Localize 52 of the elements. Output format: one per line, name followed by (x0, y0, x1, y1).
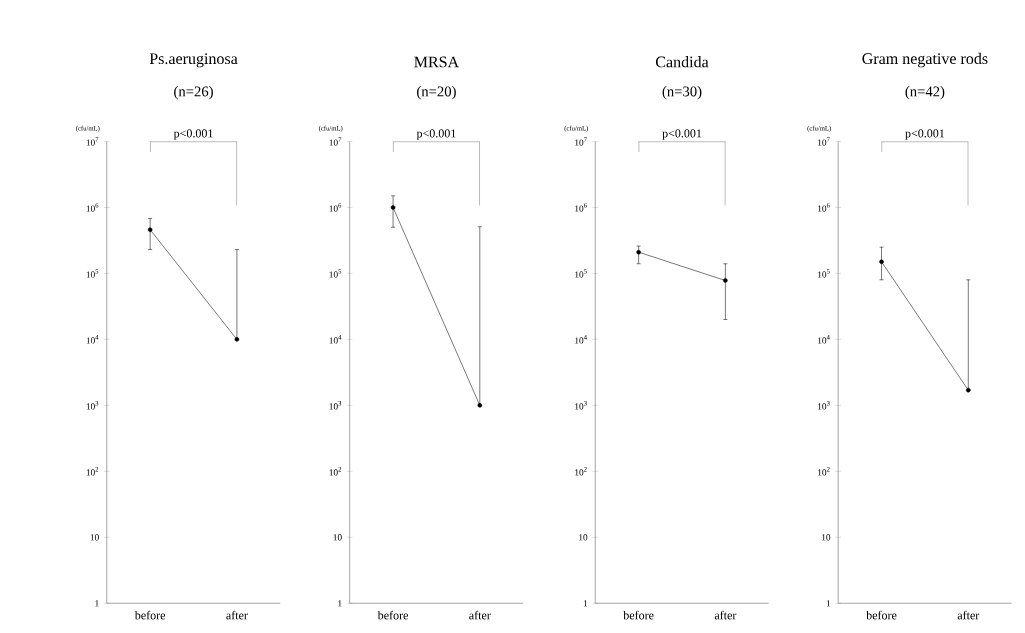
y-tick-label: 1 (338, 600, 342, 607)
y-tick-label: 1 (95, 600, 99, 607)
y-tick-label: 1 (826, 600, 831, 607)
chart-subtitle: (n=26) (174, 86, 213, 100)
x-tick-label: before (134, 611, 166, 620)
chart-title: MRSA (414, 56, 460, 68)
y-tick-label: 10$^{3}$ (86, 401, 99, 410)
text: p<0.001 (905, 129, 945, 141)
x-tick-label: before (623, 611, 654, 620)
y-tick-label: 10$^{2}$ (818, 467, 830, 476)
y-tick-label: 10$^{7}$ (818, 137, 830, 146)
y-tick-label: 10 (822, 534, 831, 541)
x-tick-label: after (226, 611, 248, 620)
y-tick-label: 10$^{4}$ (818, 335, 830, 344)
x-tick-label: before (866, 611, 897, 620)
y-tick-label: 10$^{6}$ (329, 203, 342, 212)
text: p<0.001 (416, 129, 456, 141)
y-tick-label: 10$^{5}$ (86, 269, 99, 278)
y-tick-label: 10$^{7}$ (575, 137, 587, 146)
y-tick-label: 10 (90, 534, 99, 541)
y-tick-label: 10$^{3}$ (575, 401, 587, 410)
x-tick-label: after (957, 611, 980, 620)
y-tick-label: 10 (333, 534, 342, 541)
text: p<0.001 (662, 129, 702, 141)
chart-title: Gram negative rods (862, 52, 988, 68)
chart-subtitle: (n=20) (417, 86, 456, 100)
y-tick-label: 10$^{6}$ (818, 203, 830, 212)
chart-subtitle: (n=42) (905, 86, 945, 100)
y-tick-label: 10$^{7}$ (329, 137, 342, 146)
y-tick-label: 10$^{5}$ (329, 269, 342, 278)
y-tick-label: 10 (579, 534, 588, 541)
y-tick-label: 10$^{2}$ (329, 467, 342, 476)
y-tick-label: 10$^{2}$ (86, 467, 99, 476)
text: p<0.001 (173, 129, 213, 141)
y-tick-label: 10$^{2}$ (575, 467, 587, 476)
y-tick-label: 10$^{4}$ (575, 335, 587, 344)
x-tick-label: before (377, 611, 408, 620)
chart-subtitle: (n=30) (662, 86, 702, 100)
x-tick-label: after (469, 611, 491, 620)
chart-title: Candida (655, 56, 709, 68)
x-tick-label: after (714, 611, 737, 620)
chart-title: Ps.aeruginosa (149, 53, 238, 68)
y-tick-label: 10$^{4}$ (86, 335, 99, 344)
y-tick-label: 10$^{3}$ (329, 401, 342, 410)
y-tick-label: 10$^{5}$ (575, 269, 587, 278)
y-tick-label: 10$^{7}$ (86, 137, 99, 146)
y-tick-label: 10$^{6}$ (86, 203, 99, 212)
y-tick-label: 10$^{6}$ (575, 203, 587, 212)
y-tick-label: 10$^{5}$ (818, 269, 830, 278)
y-tick-label: 10$^{4}$ (329, 335, 342, 344)
y-tick-label: 1 (583, 600, 588, 607)
y-tick-label: 10$^{3}$ (818, 401, 830, 410)
